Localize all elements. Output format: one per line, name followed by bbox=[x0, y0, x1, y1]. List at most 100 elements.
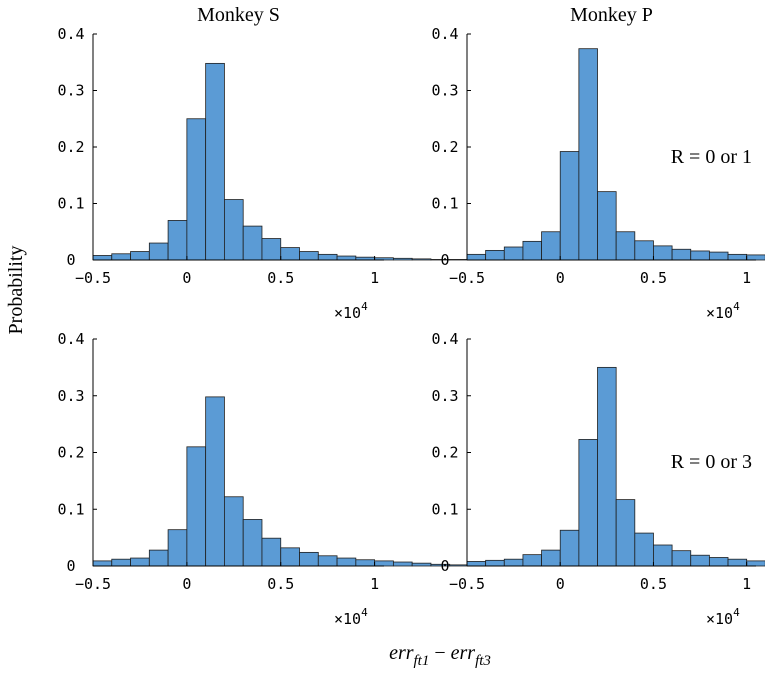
panel-title: Monkey P bbox=[570, 4, 653, 26]
histogram-bar bbox=[336, 255, 357, 261]
histogram-bar bbox=[634, 532, 654, 567]
x-axis-label-err1: err bbox=[389, 642, 414, 664]
histogram-bar bbox=[317, 253, 338, 261]
histogram-bar bbox=[130, 251, 150, 261]
x-tick-label: 0.5 bbox=[267, 269, 294, 287]
y-tick-label: 0.1 bbox=[57, 500, 84, 518]
histogram-bar bbox=[205, 62, 225, 261]
histogram-bar bbox=[559, 529, 580, 567]
y-tick-label: 0.2 bbox=[57, 444, 84, 462]
histogram-bar bbox=[130, 557, 150, 567]
y-tick-label: 0.4 bbox=[431, 330, 458, 348]
histogram-panel-s-r3: 00.10.20.30.4−0.5 0 0.5 1×104 bbox=[57, 330, 469, 628]
histogram-bar bbox=[541, 549, 561, 567]
histogram-bar bbox=[411, 258, 432, 261]
x-multiplier-label: ×104 bbox=[334, 300, 368, 322]
histogram-bar bbox=[449, 564, 469, 567]
x-multiplier-label: ×104 bbox=[334, 606, 368, 628]
histogram-bar bbox=[615, 499, 636, 567]
x-axis-label: errft1 − errft3 bbox=[389, 642, 491, 669]
x-tick-label: 1 bbox=[370, 575, 379, 593]
y-tick-label: 0.3 bbox=[57, 387, 84, 405]
y-tick-label: 0.4 bbox=[57, 330, 84, 348]
x-multiplier-exponent: 4 bbox=[733, 300, 740, 313]
histogram-bar bbox=[355, 559, 376, 567]
y-tick-label: 0.3 bbox=[431, 387, 458, 405]
histogram-bar bbox=[148, 549, 169, 567]
histogram-bar bbox=[92, 560, 113, 567]
x-tick-label: 0.5 bbox=[640, 575, 667, 593]
x-multiplier-exponent: 4 bbox=[733, 606, 740, 619]
histogram-bar bbox=[522, 554, 542, 567]
histogram-bar bbox=[167, 220, 188, 261]
histogram-bar bbox=[111, 253, 131, 261]
y-tick-label: 0.2 bbox=[57, 138, 84, 156]
histogram-bar bbox=[597, 191, 617, 261]
histogram-bar bbox=[485, 249, 505, 261]
histogram-bar bbox=[411, 562, 432, 567]
histogram-bar bbox=[261, 537, 282, 567]
histogram-bar bbox=[261, 238, 282, 261]
histogram-bar bbox=[280, 547, 300, 567]
histogram-bar bbox=[317, 555, 338, 567]
histogram-bar bbox=[280, 247, 300, 261]
histogram-bar bbox=[466, 253, 487, 261]
histogram-bar bbox=[392, 257, 413, 261]
panel-title: Monkey S bbox=[197, 4, 280, 26]
histogram-bar bbox=[148, 242, 169, 261]
y-tick-label: 0.2 bbox=[431, 138, 458, 156]
y-axis-label: Probability bbox=[5, 246, 27, 335]
x-multiplier-base: ×10 bbox=[706, 304, 733, 322]
histogram-bar bbox=[522, 240, 542, 261]
histogram-bar bbox=[242, 225, 263, 261]
histogram-bar bbox=[653, 245, 673, 261]
histogram-bar bbox=[92, 255, 113, 261]
histogram-bar bbox=[653, 544, 673, 567]
histogram-bar bbox=[597, 366, 617, 567]
histogram-bar bbox=[746, 560, 765, 567]
histogram-bar bbox=[634, 240, 654, 261]
x-tick-label: 1 bbox=[370, 269, 379, 287]
histogram-bar bbox=[299, 251, 319, 261]
y-tick-label: 0.3 bbox=[431, 82, 458, 100]
x-tick-label: 1 bbox=[742, 269, 751, 287]
histogram-bar bbox=[690, 250, 710, 261]
histogram-bar bbox=[671, 550, 692, 567]
y-tick-label: 0.2 bbox=[431, 444, 458, 462]
histogram-bar bbox=[186, 446, 207, 567]
x-axis-label-err2: err bbox=[451, 642, 476, 664]
histogram-bar bbox=[449, 259, 469, 261]
histogram-bar bbox=[224, 496, 244, 567]
histogram-bar bbox=[727, 558, 748, 567]
histogram-bar bbox=[578, 439, 598, 567]
histogram-bar bbox=[205, 396, 225, 567]
x-multiplier-base: ×10 bbox=[334, 610, 361, 628]
x-tick-label: 0.5 bbox=[267, 575, 294, 593]
y-tick-label: 0.1 bbox=[57, 195, 84, 213]
x-tick-label: −0.5 bbox=[75, 575, 111, 593]
x-multiplier-label: ×104 bbox=[706, 300, 740, 322]
histogram-bar bbox=[727, 253, 748, 261]
x-tick-label: 0 bbox=[556, 575, 565, 593]
histogram-bar bbox=[392, 561, 413, 567]
y-tick-label: 0 bbox=[440, 557, 449, 575]
x-tick-label: 0 bbox=[556, 269, 565, 287]
histogram-bar bbox=[374, 560, 394, 567]
y-tick-label: 0 bbox=[440, 251, 449, 269]
x-tick-label: −0.5 bbox=[449, 575, 485, 593]
x-multiplier-exponent: 4 bbox=[361, 606, 368, 619]
histogram-bar bbox=[671, 248, 692, 261]
histogram-bar bbox=[615, 231, 636, 261]
histogram-bar bbox=[541, 231, 561, 261]
histogram-bar bbox=[336, 557, 357, 567]
histogram-bar bbox=[485, 559, 505, 567]
y-tick-label: 0.1 bbox=[431, 195, 458, 213]
y-tick-label: 0.1 bbox=[431, 500, 458, 518]
x-axis-label-sub2: ft3 bbox=[475, 653, 491, 669]
histogram-bar bbox=[242, 519, 263, 567]
y-tick-label: 0.4 bbox=[57, 25, 84, 43]
panel-annotation: R = 0 or 3 bbox=[671, 451, 752, 473]
x-multiplier-base: ×10 bbox=[706, 610, 733, 628]
